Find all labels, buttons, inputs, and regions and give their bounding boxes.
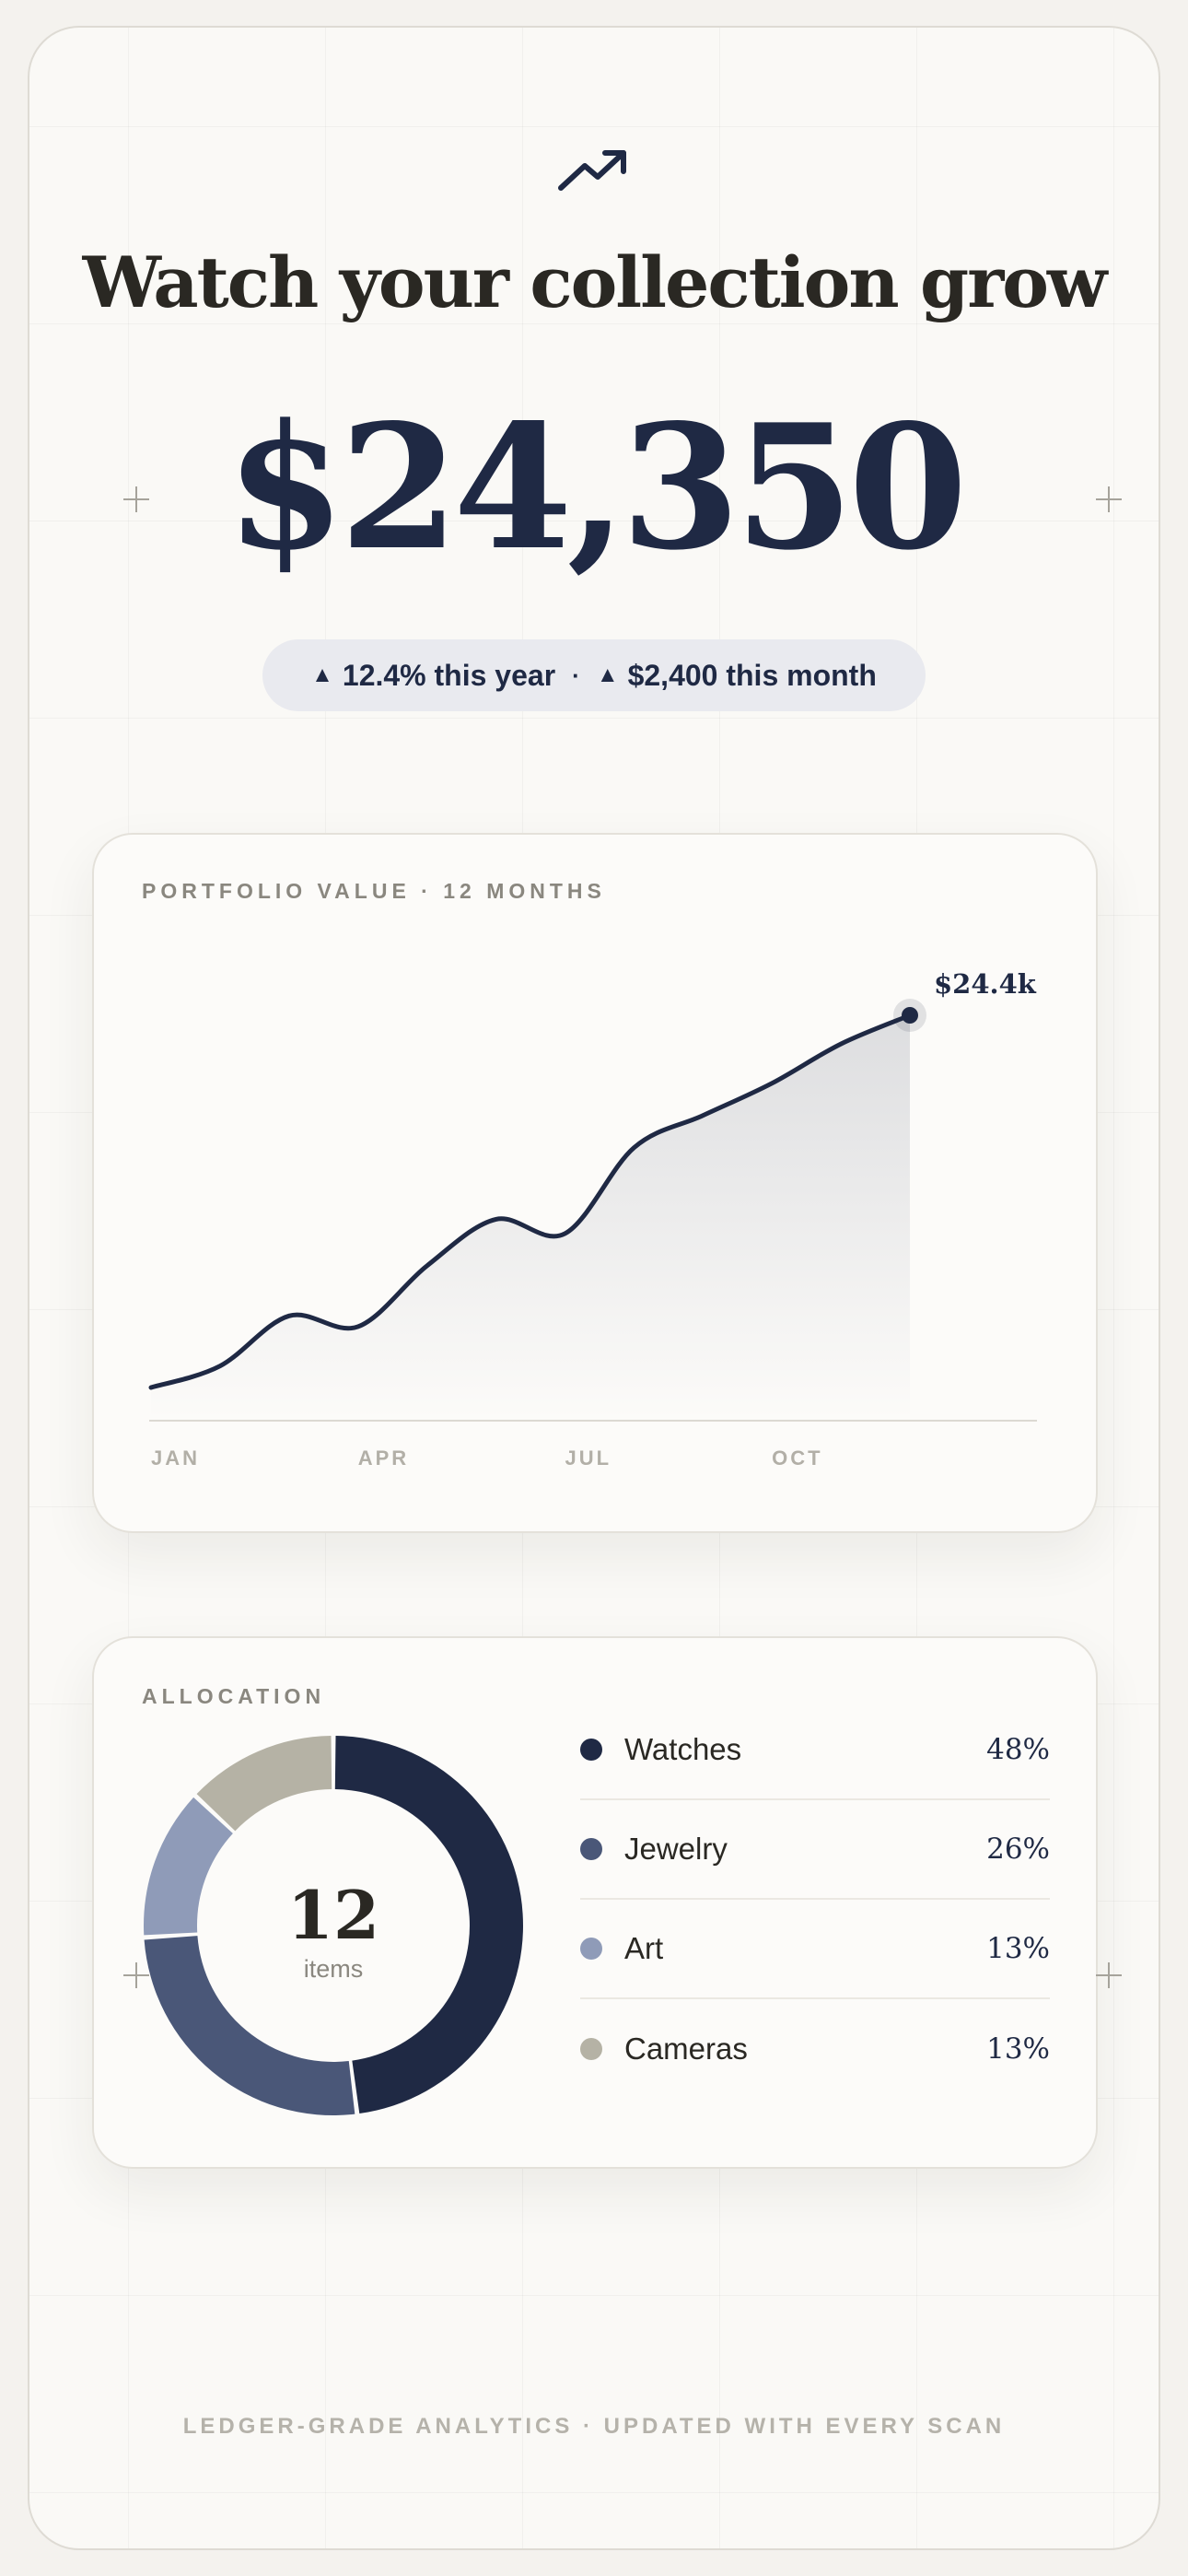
legend-name: Watches <box>624 1732 742 1766</box>
chart-card-label: PORTFOLIO VALUE · 12 MONTHS <box>142 879 606 903</box>
chart-x-tick-label: JUL <box>565 1446 611 1469</box>
chart-endpoint-point[interactable] <box>902 1007 918 1024</box>
legend-pct: 13% <box>986 2032 1050 2066</box>
legend-swatch <box>580 1838 602 1860</box>
plus-mark-icon <box>1096 1962 1122 1988</box>
legend-pct: 48% <box>986 1733 1050 1766</box>
chart-x-tick-label: OCT <box>772 1446 822 1469</box>
portfolio-line-chart: $24.4k JAN APR JUL OCT <box>148 968 1037 1469</box>
legend-pct: 13% <box>986 1932 1050 1965</box>
legend-item-cameras[interactable]: Cameras 13% <box>580 1999 1050 2099</box>
chart-series-line <box>148 1013 913 1390</box>
page-title: Watch your collection grow <box>82 241 1108 323</box>
portfolio-chart-card: PORTFOLIO VALUE · 12 MONTHS $24.4k JAN APR… <box>92 833 1098 1533</box>
up-arrow-icon: ▲ <box>311 662 333 687</box>
donut-slice-art[interactable] <box>144 1797 233 1936</box>
legend-swatch <box>580 2038 602 2060</box>
legend-swatch <box>580 1938 602 1960</box>
chart-end-value-label: $24.4k <box>934 968 1037 1000</box>
chart-area-fill <box>151 1015 910 1421</box>
donut-slice-jewelry[interactable] <box>144 1936 355 2115</box>
chart-x-tick-label: JAN <box>151 1446 200 1469</box>
total-value: $24,350 <box>226 386 967 588</box>
plus-mark-icon <box>1096 486 1122 512</box>
up-arrow-icon: ▲ <box>596 662 619 687</box>
legend-item-art[interactable]: Art 13% <box>580 1900 1050 1999</box>
allocation-card-label: ALLOCATION <box>142 1684 326 1708</box>
donut-slice-watches[interactable] <box>334 1736 524 2114</box>
footer-tagline: LEDGER-GRADE ANALYTICS · UPDATED WITH EV… <box>182 2414 1006 2439</box>
month-change: $2,400 this month <box>627 658 877 692</box>
legend-item-watches[interactable]: Watches 48% <box>580 1701 1050 1800</box>
donut-center-value: 12 <box>287 1876 379 1954</box>
chart-x-tick-label: APR <box>358 1446 409 1469</box>
legend-name: Cameras <box>624 2032 748 2066</box>
allocation-card: ALLOCATION 12 items Watches 48% Jewelry … <box>92 1636 1098 2169</box>
legend-name: Jewelry <box>624 1832 728 1866</box>
legend-swatch <box>580 1739 602 1761</box>
donut-center-label: items <box>304 1955 364 1983</box>
growth-stats-pill: ▲ 12.4% this year · ▲ $2,400 this month <box>262 639 926 711</box>
donut-slice-cameras[interactable] <box>196 1736 332 1832</box>
legend-name: Art <box>624 1931 664 1965</box>
legend-item-jewelry[interactable]: Jewelry 26% <box>580 1800 1050 1900</box>
legend-pct: 26% <box>986 1832 1050 1866</box>
trending-up-icon <box>558 150 626 191</box>
allocation-donut-chart: 12 items <box>144 1736 524 2115</box>
plus-mark-icon <box>123 1962 149 1988</box>
separator: · <box>572 661 580 689</box>
year-change: 12.4% this year <box>342 658 556 692</box>
plus-mark-icon <box>123 486 149 512</box>
